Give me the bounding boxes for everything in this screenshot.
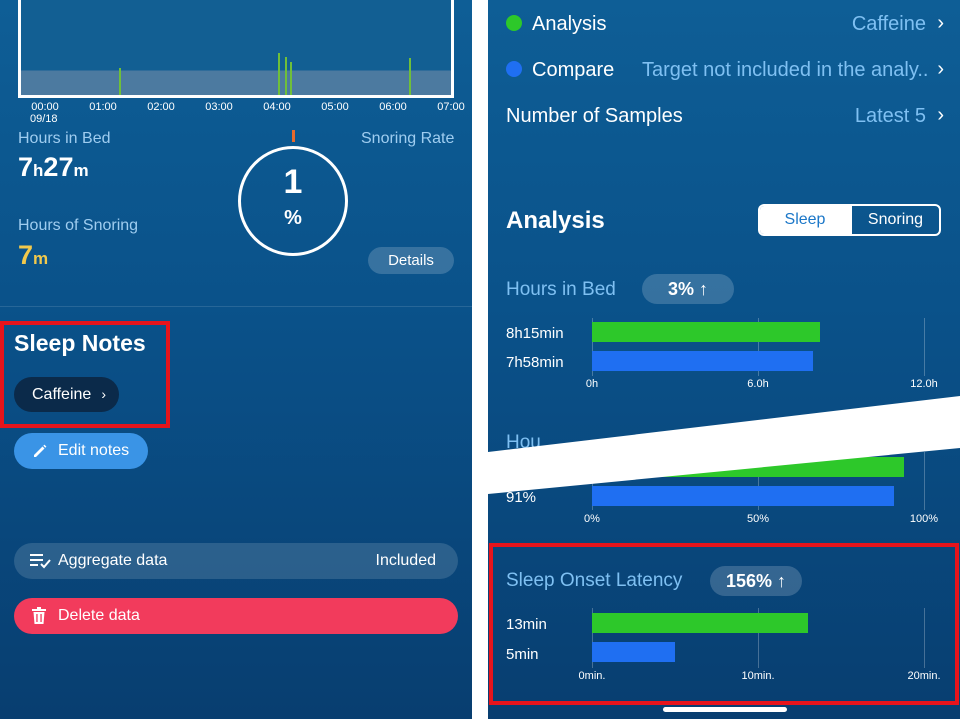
aggregate-data-value: Included (375, 552, 437, 569)
bar-value-label: 5min (506, 646, 539, 663)
time-tick: 03:00 (205, 101, 233, 113)
axis-tick: 12.0h (910, 378, 938, 390)
analysis-dot (506, 15, 522, 31)
snore-spike (409, 58, 411, 95)
axis-tick: 10min. (741, 670, 775, 682)
chart-gridline (592, 318, 593, 376)
time-tick: 07:00 (437, 101, 465, 113)
bar-value-label: 7h58min (506, 354, 564, 371)
hours-in-bed-change-badge: 3% ↑ (642, 274, 734, 304)
highlight-box-sleep-notes (0, 321, 170, 428)
axis-tick: 0h (585, 378, 599, 390)
chevron-right-icon: › (937, 12, 944, 34)
chart-gridline (592, 608, 593, 668)
snore-spike (119, 68, 121, 95)
caffeine-chip[interactable]: Caffeine › (14, 377, 119, 412)
time-tick: 04:00 (263, 101, 291, 113)
delete-data-button[interactable]: Delete data (14, 598, 458, 634)
onset-latency-metric-title: Sleep Onset Latency (506, 570, 683, 591)
analysis-panel: Analysis Caffeine › Compare Target not i… (488, 0, 960, 719)
aggregate-data-row[interactable]: Aggregate data Included (14, 543, 458, 579)
edit-notes-label: Edit notes (58, 442, 130, 459)
analysis-bar (592, 613, 808, 633)
chart-gridline (924, 608, 925, 668)
analysis-setting-label: Analysis (532, 13, 607, 35)
highlight-box-onset-latency (489, 543, 959, 705)
time-tick: 01:00 (89, 101, 117, 113)
axis-tick: 20min. (907, 670, 941, 682)
snoring-rate-value: 1 (283, 163, 303, 201)
time-tick: 00:00 (31, 101, 59, 113)
pencil-icon (34, 444, 47, 457)
axis-tick: 50% (746, 513, 770, 525)
chart-gridline (924, 452, 925, 510)
chart-gridline (758, 318, 759, 376)
hours-of-snoring-label: Hours of Snoring (18, 217, 139, 234)
bar-value-label: 13min (506, 616, 547, 633)
rate-marker (292, 130, 295, 142)
compare-bar (592, 486, 894, 506)
analysis-bar (592, 322, 820, 342)
snoring-graph (18, 0, 454, 98)
sleep-detail-panel: 00:00 01:00 02:00 03:00 04:00 05:00 06:0… (0, 0, 472, 719)
hours-in-bed-metric-title: Hours in Bed (506, 279, 616, 300)
tab-snoring[interactable]: Snoring (850, 206, 939, 234)
compare-setting-row[interactable]: Compare Target not included in the analy… (506, 58, 944, 82)
samples-setting-label: Number of Samples (506, 105, 683, 127)
delete-data-label: Delete data (58, 607, 140, 624)
compare-setting-value: Target not included in the analy... (642, 59, 928, 81)
hours-of-snoring-value: 7m (18, 240, 49, 270)
chevron-right-icon: › (937, 104, 944, 126)
compare-bar (592, 642, 675, 662)
sleep-notes-title: Sleep Notes (14, 330, 146, 356)
home-indicator (663, 707, 787, 712)
hours-in-bed-label: Hours in Bed (18, 130, 111, 147)
section-divider (0, 306, 472, 307)
snoring-rate-ring: 1 % (238, 146, 348, 256)
chevron-right-icon: › (101, 386, 106, 402)
time-tick: 06:00 (379, 101, 407, 113)
axis-tick: 100% (909, 513, 939, 525)
analysis-bar (592, 457, 904, 477)
samples-setting-value: Latest 5 (854, 105, 926, 127)
onset-latency-change-badge: 156% ↑ (710, 566, 802, 596)
snore-spike (290, 62, 292, 95)
axis-tick: 0min. (578, 670, 606, 682)
chevron-right-icon: › (937, 58, 944, 80)
aggregate-data-label: Aggregate data (58, 552, 168, 569)
chip-label: Caffeine (32, 386, 92, 403)
samples-setting-row[interactable]: Number of Samples Latest 5 › (506, 104, 944, 128)
snore-spike (285, 57, 287, 95)
time-tick: 05:00 (321, 101, 349, 113)
sleep-efficiency-metric-title: Hou (506, 432, 541, 453)
details-button[interactable]: Details (368, 247, 454, 274)
bar-value-label: 91% (506, 489, 537, 506)
analysis-setting-row[interactable]: Analysis Caffeine › (506, 12, 944, 36)
analysis-segmented-control: Sleep Snoring (758, 204, 941, 236)
axis-tick: 6.0h (747, 378, 769, 390)
trash-icon (32, 607, 46, 624)
analysis-setting-value: Caffeine (851, 13, 926, 35)
bar-value-label: 8h15min (506, 325, 564, 342)
list-check-icon (30, 554, 51, 569)
edit-notes-button[interactable]: Edit notes (14, 433, 148, 469)
time-tick: 02:00 (147, 101, 175, 113)
analysis-title: Analysis (506, 207, 605, 234)
hours-in-bed-value: 7h27m (18, 152, 89, 182)
snoring-rate-label: Snoring Rate (361, 130, 455, 147)
axis-tick: 0% (584, 513, 600, 525)
snore-spike (278, 53, 280, 95)
chart-gridline (758, 608, 759, 668)
graph-date: 09/18 (30, 113, 58, 125)
compare-dot (506, 61, 522, 77)
tab-sleep[interactable]: Sleep (760, 206, 850, 234)
snoring-rate-unit: % (284, 207, 302, 229)
compare-setting-label: Compare (532, 59, 615, 81)
chart-gridline (924, 318, 925, 376)
compare-bar (592, 351, 813, 371)
